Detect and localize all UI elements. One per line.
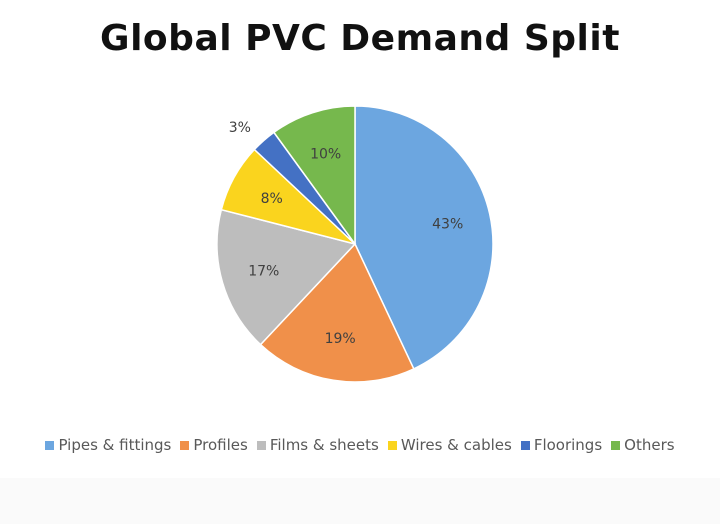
bottom-band xyxy=(0,478,720,524)
legend-swatch xyxy=(387,440,397,450)
pie-chart: 43% 19% 17% 8% 3% 10% xyxy=(216,105,494,383)
pie-slice xyxy=(354,105,494,370)
legend-label: Others xyxy=(624,436,675,454)
legend-label: Wires & cables xyxy=(400,436,512,454)
legend-item: Pipes & fittings xyxy=(45,436,171,454)
pie-slice xyxy=(272,105,356,247)
legend-item: Films & sheets xyxy=(256,436,379,454)
slice-data-label: 19% xyxy=(325,331,356,347)
legend-item: Profiles xyxy=(180,436,248,454)
slice-data-label: 43% xyxy=(432,216,463,232)
pie-slice xyxy=(216,208,357,346)
legend-item: Floorings xyxy=(520,436,603,454)
slice-data-label: 8% xyxy=(261,191,283,207)
legend-label: Floorings xyxy=(533,436,603,454)
slice-data-label: 17% xyxy=(248,264,279,280)
legend: Pipes & fittings Profiles Films & sheets Wi… xyxy=(0,436,720,454)
legend-swatch xyxy=(180,440,190,450)
legend-label: Films & sheets xyxy=(269,436,379,454)
pie-slice xyxy=(259,242,415,383)
legend-swatch xyxy=(256,440,266,450)
legend-label: Profiles xyxy=(193,436,248,454)
legend-swatch xyxy=(45,440,55,450)
chart-title: Global PVC Demand Split xyxy=(100,18,620,59)
slice-data-label: 3% xyxy=(229,120,251,136)
legend-item: Others xyxy=(611,436,675,454)
legend-label: Pipes & fittings xyxy=(58,436,172,454)
legend-swatch xyxy=(520,440,530,450)
legend-swatch xyxy=(611,440,621,450)
legend-item: Wires & cables xyxy=(387,436,512,454)
slice-data-label: 10% xyxy=(310,147,341,163)
